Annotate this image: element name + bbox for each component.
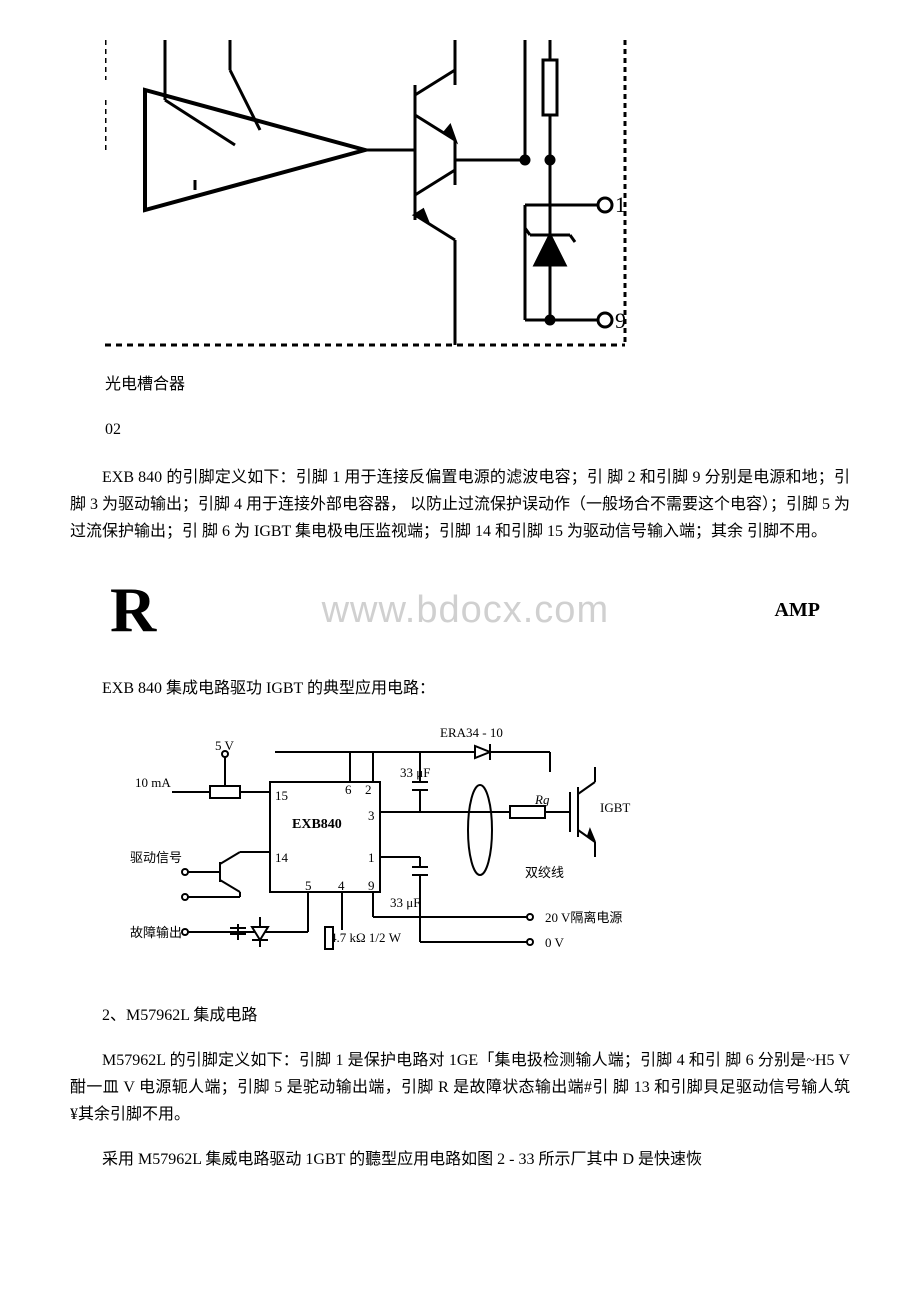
ground-label: 0 V — [545, 935, 565, 950]
pulldown-res: 4.7 kΩ 1/2 W — [330, 930, 402, 945]
pin-1-label: 1 — [615, 192, 626, 217]
drive-signal: 驱动信号 — [130, 850, 182, 865]
diagram-1-subcaption: 02 — [105, 416, 850, 443]
paragraph-4: 采用 M57962L 集威电路驱动 1GBT 的聽型应用电路如图 2 - 33 … — [70, 1146, 850, 1173]
paragraph-3: M57962L 的引脚定义如下：引脚 1 是保护电路对 1GE「集电扱检测输人端… — [70, 1047, 850, 1129]
voltage-in: 5 V — [215, 738, 235, 753]
amp-row: R www.bdocx.com AMP — [110, 575, 850, 645]
paragraph-1: EXB 840 的引脚定义如下：引脚 1 用于连接反偏置电源的滤波电容；引 脚 … — [70, 464, 850, 546]
section-2-title: 2、M57962L 集成电路 — [70, 1002, 850, 1029]
pin-15: 15 — [275, 788, 288, 803]
diagram-1: 1 9 光电槽合器 02 — [70, 40, 850, 444]
pin-4: 4 — [338, 878, 345, 893]
current-in: 10 mA — [135, 775, 171, 790]
pin-2: 2 — [365, 782, 372, 797]
watermark-text: www.bdocx.com — [322, 578, 610, 643]
cap2-label: 33 μF — [390, 895, 420, 910]
pin-5: 5 — [305, 878, 312, 893]
diagram-2: ERA34 - 10 5 V 10 mA 15 6 2 3 EXB840 14 … — [70, 712, 850, 981]
chip-label: EXB840 — [292, 817, 342, 832]
pin-9: 9 — [368, 878, 375, 893]
igbt-label: IGBT — [600, 800, 630, 815]
cap1-label: 33 μF — [400, 765, 430, 780]
pin-3: 3 — [368, 808, 375, 823]
pin-6: 6 — [345, 782, 352, 797]
iso-power: 20 V隔离电源 — [545, 910, 622, 925]
diagram-1-caption: 光电槽合器 — [105, 371, 850, 398]
twisted-pair: 双绞线 — [525, 865, 564, 880]
gate-resistor: Rg — [534, 792, 550, 807]
diagram-2-svg: ERA34 - 10 5 V 10 mA 15 6 2 3 EXB840 14 … — [130, 712, 850, 981]
fault-output: 故障输出 — [130, 925, 182, 940]
amp-symbol: R — [110, 556, 156, 665]
pin-1: 1 — [368, 850, 375, 865]
diode-label: ERA34 - 10 — [440, 725, 503, 740]
amp-label: AMP — [774, 593, 820, 627]
diagram-1-svg: 1 9 — [105, 40, 850, 359]
paragraph-2: EXB 840 集成电路驱功 IGBT 的典型应用电路： — [70, 675, 850, 702]
pin-14: 14 — [275, 850, 289, 865]
pin-9-label: 9 — [615, 308, 626, 333]
